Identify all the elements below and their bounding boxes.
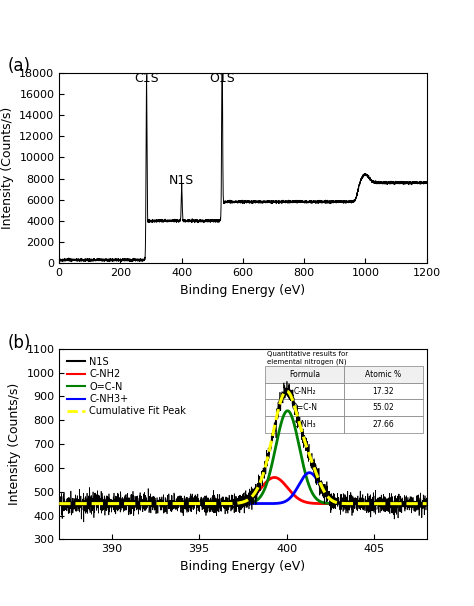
Legend: N1S, C-NH2, O=C-N, C-NH3+, Cumulative Fit Peak: N1S, C-NH2, O=C-N, C-NH3+, Cumulative Fi…: [64, 354, 189, 419]
X-axis label: Binding Energy (eV): Binding Energy (eV): [181, 284, 305, 296]
Text: (b): (b): [8, 334, 31, 351]
Text: Quantitative results for
elemental nitrogen (N): Quantitative results for elemental nitro…: [267, 351, 348, 365]
Text: N1S: N1S: [169, 174, 194, 187]
Text: (a): (a): [8, 58, 31, 76]
Y-axis label: Intensity (Counts/s): Intensity (Counts/s): [8, 383, 21, 505]
Y-axis label: Intensity (Counts/s): Intensity (Counts/s): [0, 107, 14, 229]
X-axis label: Binding Energy (eV): Binding Energy (eV): [181, 560, 305, 573]
Text: O1S: O1S: [209, 73, 235, 85]
Text: C1S: C1S: [134, 73, 159, 85]
